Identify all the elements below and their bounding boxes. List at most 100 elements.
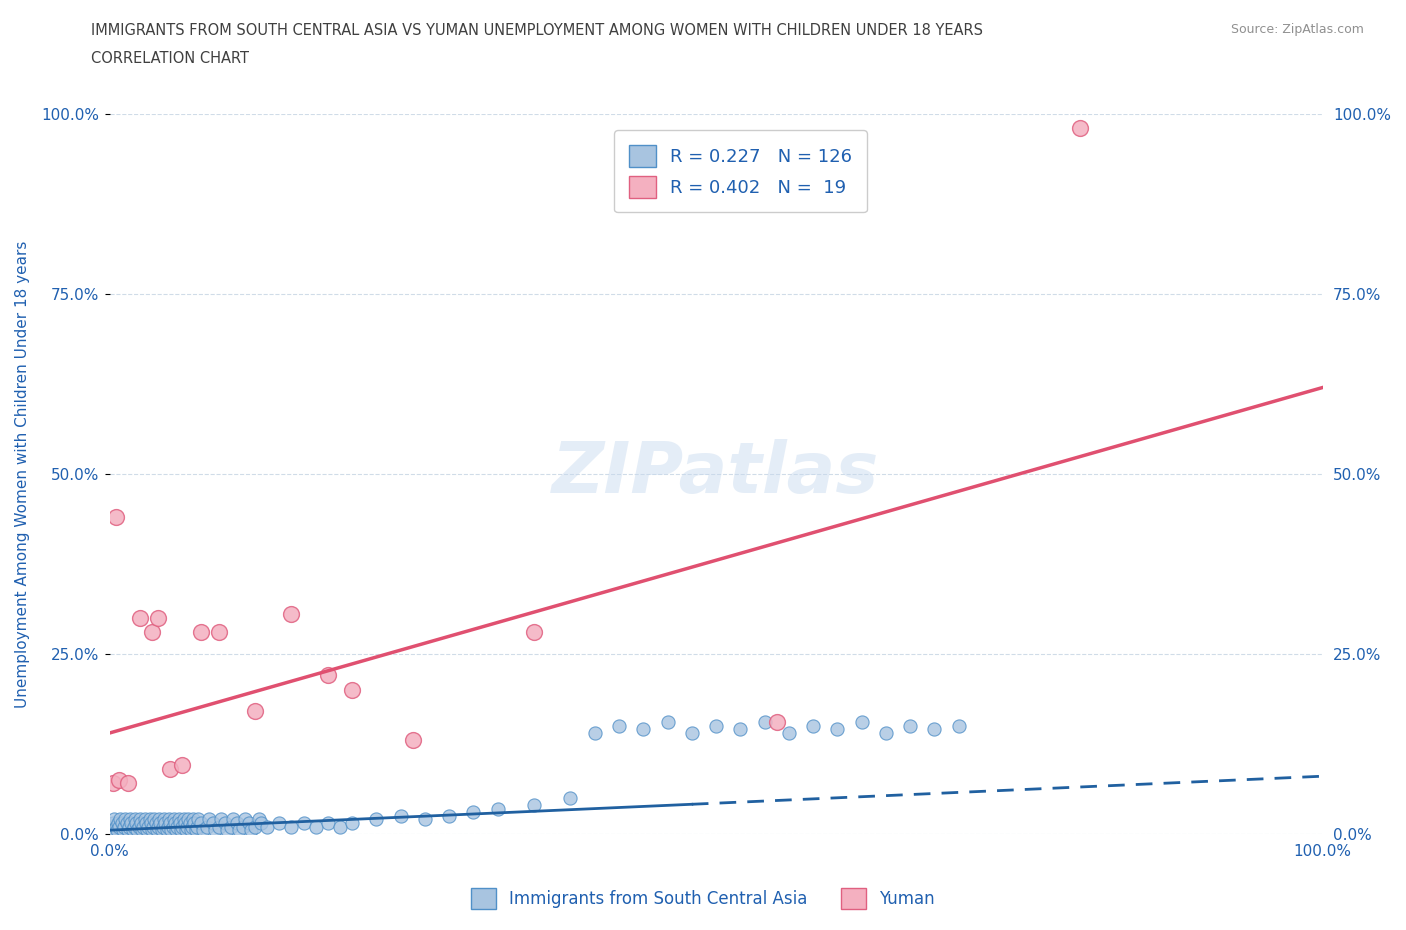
Point [402,733,425,748]
Point [523,798,546,813]
Point [228,823,250,838]
Point [101,776,124,790]
Point [143,812,166,827]
Point [139,816,162,830]
Point [247,812,270,827]
Point [225,816,247,830]
Point [583,725,606,740]
Point [124,812,146,827]
Point [117,776,139,790]
Point [156,819,179,834]
Point [173,816,195,830]
Point [316,816,339,830]
Point [101,823,124,838]
Point [165,823,187,838]
Point [190,816,212,830]
Point [111,823,134,838]
Point [111,816,134,830]
Point [851,715,873,730]
Point [208,819,231,834]
Point [177,812,200,827]
Point [214,816,236,830]
Point [115,816,138,830]
Point [159,816,181,830]
Point [256,819,278,834]
Point [118,819,141,834]
Point [150,823,173,838]
Point [657,715,679,730]
Point [183,816,205,830]
Point [924,722,946,737]
Point [204,823,226,838]
Point [232,819,254,834]
Point [560,790,582,805]
Point [153,812,176,827]
Point [413,812,436,827]
Point [129,816,152,830]
Point [155,816,177,830]
Point [730,722,752,737]
Point [117,823,139,838]
Point [134,812,156,827]
Y-axis label: Unemployment Among Women with Children Under 18 years: Unemployment Among Women with Children U… [15,240,30,708]
Point [146,819,169,834]
Point [145,816,167,830]
Point [107,816,129,830]
Point [181,812,204,827]
Point [152,819,174,834]
Point [437,808,460,823]
Point [607,718,630,733]
Point [169,816,191,830]
Point [114,812,136,827]
Point [523,625,546,640]
Point [269,816,291,830]
Point [128,819,150,834]
Point [209,812,232,827]
Point [127,823,149,838]
Point [633,722,655,737]
Point [181,819,204,834]
Point [163,812,186,827]
Point [801,718,824,733]
Point [191,823,214,838]
Point [146,823,169,838]
Point [754,715,776,730]
Point [163,816,186,830]
Point [132,819,155,834]
Point [110,812,132,827]
Point [162,819,184,834]
Point [340,683,363,698]
Point [195,819,218,834]
Point [142,819,165,834]
Point [157,812,180,827]
Point [104,510,127,525]
Point [389,808,412,823]
Point [704,718,727,733]
Point [146,610,169,625]
Point [875,725,897,740]
Point [219,819,242,834]
Point [108,819,131,834]
Point [340,816,363,830]
Point [305,819,328,834]
Legend: Immigrants from South Central Asia, Yuman: Immigrants from South Central Asia, Yuma… [463,880,943,917]
Point [174,823,197,838]
Point [179,816,201,830]
Point [135,816,157,830]
Point [120,812,142,827]
Point [125,816,148,830]
Point [149,816,172,830]
Point [166,819,188,834]
Point [681,725,703,740]
Point [898,718,921,733]
Text: Source: ZipAtlas.com: Source: ZipAtlas.com [1230,23,1364,36]
Point [186,819,208,834]
Text: IMMIGRANTS FROM SOUTH CENTRAL ASIA VS YUMAN UNEMPLOYMENT AMONG WOMEN WITH CHILDR: IMMIGRANTS FROM SOUTH CENTRAL ASIA VS YU… [91,23,983,38]
Point [486,801,509,816]
Point [243,819,266,834]
Point [235,812,257,827]
Point [103,812,125,827]
Point [366,812,388,827]
Point [121,823,143,838]
Point [765,715,787,730]
